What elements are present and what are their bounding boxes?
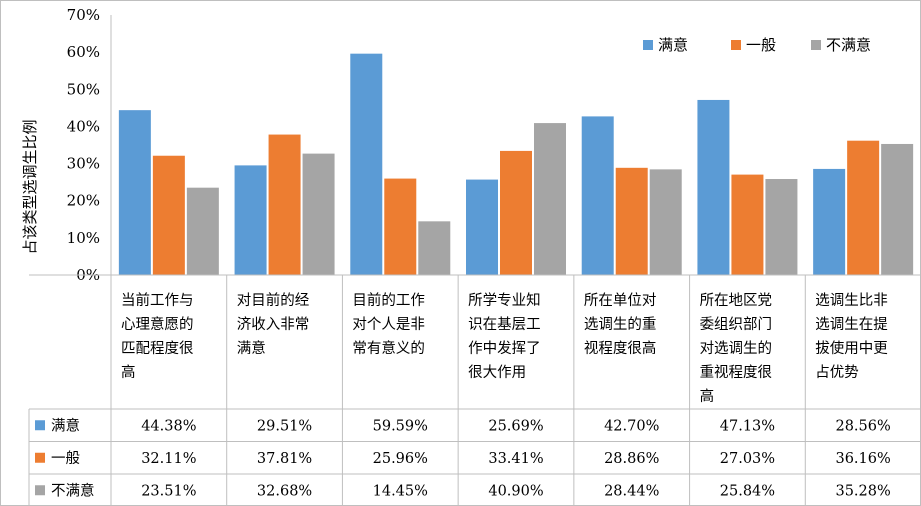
y-axis-title: 占该类型选调生比例 <box>21 119 39 254</box>
table-series-name: 一般 <box>51 450 80 467</box>
bar <box>813 168 846 275</box>
category-label: 占优势 <box>815 364 859 381</box>
data-label: 28.44% <box>604 483 659 499</box>
legend-key <box>811 40 821 50</box>
bar <box>534 123 566 275</box>
table-legend-key <box>35 420 45 431</box>
bar <box>186 187 219 275</box>
category-label: 重视程度很 <box>700 364 773 381</box>
data-label: 28.56% <box>835 418 890 434</box>
category-label: 济收入非常 <box>237 316 310 333</box>
category-label: 所学专业知 <box>468 292 540 309</box>
data-label: 36.16% <box>835 451 890 467</box>
legend-key <box>643 40 653 50</box>
y-tick-label: 40% <box>67 117 100 135</box>
data-label: 35.28% <box>835 483 890 499</box>
table-series-name: 满意 <box>51 416 80 434</box>
y-tick-label: 10% <box>67 229 100 247</box>
bar <box>881 143 914 275</box>
category-label: 委组织部门 <box>700 316 773 333</box>
bar <box>152 155 185 275</box>
data-label: 44.38% <box>141 418 196 434</box>
y-tick-label: 60% <box>67 43 100 61</box>
data-label: 32.68% <box>257 483 312 499</box>
data-label: 27.03% <box>720 451 775 467</box>
bar <box>384 178 417 275</box>
category-label: 很大作用 <box>468 364 526 381</box>
bar <box>234 165 267 275</box>
category-label: 所在地区党 <box>700 292 773 309</box>
data-label: 23.51% <box>141 483 196 499</box>
category-label: 常有意义的 <box>352 339 425 357</box>
data-label: 29.51% <box>257 418 312 434</box>
bar <box>268 134 301 275</box>
category-label: 拔使用中更 <box>815 340 888 357</box>
y-tick-label: 30% <box>67 155 100 173</box>
data-label: 33.41% <box>488 451 543 467</box>
category-label: 对选调生的 <box>700 340 773 357</box>
bar <box>118 110 151 275</box>
category-label: 对个人是非 <box>352 316 425 333</box>
bar <box>649 169 682 275</box>
category-label: 目前的工作 <box>352 292 425 309</box>
data-label: 59.59% <box>373 418 428 434</box>
category-label: 作中发挥了 <box>468 340 540 357</box>
table-series-name: 不满意 <box>51 481 95 499</box>
data-label: 28.86% <box>604 451 659 467</box>
category-label: 选调生的重 <box>584 316 657 333</box>
category-label: 高 <box>121 364 136 381</box>
category-label: 满意 <box>237 339 266 357</box>
y-tick-label: 70% <box>67 6 100 24</box>
bar <box>697 99 730 276</box>
category-label: 所在单位对 <box>584 292 657 309</box>
bar <box>302 153 335 275</box>
y-tick-label: 20% <box>67 192 100 210</box>
data-label: 32.11% <box>141 451 196 467</box>
bar <box>847 140 880 275</box>
table-legend-key <box>35 452 45 463</box>
category-label: 匹配程度很 <box>121 340 194 357</box>
bar <box>500 150 532 275</box>
legend-key <box>731 40 741 50</box>
category-label: 高 <box>700 388 715 405</box>
data-label: 25.96% <box>373 451 428 467</box>
category-label: 识在基层工 <box>468 316 540 333</box>
bar <box>765 179 798 275</box>
bar <box>350 53 383 276</box>
category-label: 心理意愿的 <box>121 315 194 333</box>
legend-label: 不满意 <box>826 36 871 54</box>
bar <box>418 221 451 275</box>
data-label: 25.69% <box>488 418 543 434</box>
bar <box>731 174 764 275</box>
category-label: 视程度很高 <box>584 340 657 357</box>
data-label: 25.84% <box>720 483 775 499</box>
y-tick-label: 50% <box>67 80 100 98</box>
legend-label: 一般 <box>746 36 776 54</box>
data-label: 37.81% <box>257 451 312 467</box>
data-label: 14.45% <box>373 483 428 499</box>
bar <box>615 167 648 275</box>
category-label: 当前工作与 <box>121 292 194 309</box>
bar <box>466 179 498 275</box>
category-label: 选调生在提 <box>815 316 888 333</box>
category-label: 选调生比非 <box>815 292 888 309</box>
category-label: 对目前的经 <box>237 292 310 309</box>
data-label: 47.13% <box>720 418 775 434</box>
legend-label: 满意 <box>658 36 688 54</box>
data-label: 42.70% <box>604 418 659 434</box>
bar <box>581 116 614 276</box>
table-legend-key <box>35 485 45 496</box>
data-label: 40.90% <box>488 483 543 499</box>
